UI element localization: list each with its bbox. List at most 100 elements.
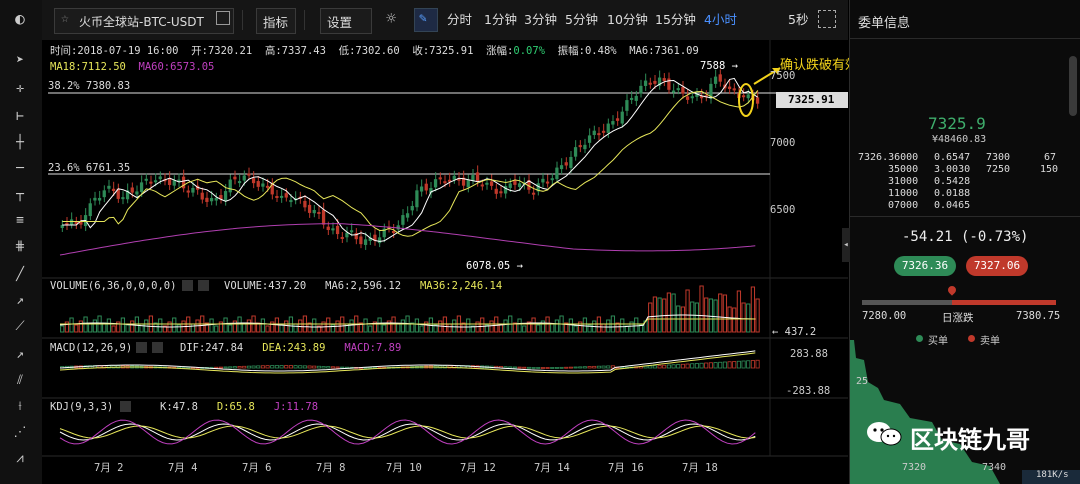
expand-icon[interactable] [216,11,230,25]
fib-icon[interactable]: ⫽ [17,373,23,388]
star-icon[interactable]: ☆ [61,11,69,26]
arrow-line-icon[interactable]: ↗ [16,347,24,362]
candle-body [443,181,447,184]
candle-body [331,228,335,231]
candle-body [317,211,321,214]
interval-tab[interactable]: 10分钟 [607,12,648,27]
gann-icon[interactable]: ⟊ [18,399,22,414]
candle-body [401,215,405,225]
kline-chart[interactable]: 时间:2018-07-19 16:00 开:7320.21 高:7337.43 … [42,40,858,484]
interval-tab-active[interactable]: 4小时 [704,12,737,27]
volume-bar [736,290,742,333]
volume-bar [158,318,163,333]
candle-body [564,162,568,166]
macd-settings-icon[interactable] [136,342,147,353]
parallel-lines-icon[interactable]: ≡ [16,213,24,228]
volume-bar [480,317,485,333]
wechat-icon [866,420,902,448]
macd-bar [666,364,671,369]
date-tick: 7月 18 [682,462,718,474]
volume-bar [755,298,760,333]
fullscreen-icon[interactable] [818,10,836,28]
candle-body [718,74,722,82]
hray-icon[interactable]: ─ [16,161,24,176]
macd-bar [676,364,681,369]
indicators-button[interactable]: 指标 [256,8,296,34]
volume-close-icon[interactable] [198,280,209,291]
cursor-icon[interactable]: ➤ [16,53,24,68]
refresh-rate[interactable]: 5秒 [788,12,809,27]
volume-bar [470,325,476,333]
macd-bar [699,362,704,369]
date-tick: 7月 4 [168,462,198,474]
macd-bar [690,363,695,369]
macd-bar [694,363,699,369]
trend-line-icon[interactable]: ╱ [16,267,24,282]
interval-tab[interactable]: 15分钟 [655,12,696,27]
vline-icon[interactable]: ┬ [16,187,24,202]
draw-pen-icon[interactable]: ✎ [414,8,438,32]
macd-bar [270,365,275,369]
hline-segment-icon[interactable]: ⊢ [16,109,24,124]
buy-legend: 买单 [928,336,948,347]
theme-sun-icon[interactable]: ☼ [386,9,397,29]
candle-body [177,179,181,182]
market-selector[interactable]: ☆ 火币全球站-BTC-USDT [54,8,234,34]
candle-body [620,111,624,124]
volume-bar [578,321,583,333]
interval-tab[interactable]: 1分钟 [484,12,517,27]
range-label: 日涨跌 [942,312,974,324]
drawing-toolbar: ◐ ➤ ✛ ⊢ ┼ ─ ┬ ≡ ⋕ ╱ ↗ ⟋ ↗ ⫽ ⟊ ⋰ ⩘ [0,0,43,484]
high-mark-label: 7588 → [700,60,738,72]
settings-button[interactable]: 设置 [320,8,372,34]
scrollbar[interactable] [1069,56,1077,116]
hline-icon[interactable]: ┼ [16,135,24,150]
candle-body [321,209,326,225]
candle-body [452,175,456,180]
kdj-k-line [59,423,756,441]
collapse-arrow-icon[interactable]: ◂ [842,228,850,262]
crosshair-icon[interactable]: ✛ [16,81,24,96]
interval-tab[interactable]: 3分钟 [524,12,557,27]
fan-icon[interactable]: ⋰ [13,425,27,440]
candle-body [471,175,475,181]
ray-icon[interactable]: ↗ [16,293,24,308]
channel-icon[interactable]: ⋕ [14,239,26,254]
interval-tab[interactable]: 5分钟 [565,12,598,27]
buy-price-pill[interactable]: 7326.36 [894,256,956,276]
sell-price-pill[interactable]: 7327.06 [966,256,1028,276]
interval-tab[interactable]: 分时 [447,12,473,27]
ma60-label: MA60:6573.05 [138,61,215,73]
candle-body [121,197,125,200]
volume-bar [265,325,270,333]
macd-bar [554,367,559,369]
macd-dea: DEA:243.89 [262,342,326,354]
candle-body [503,186,508,194]
volume-bar [699,285,704,333]
macd-bar [223,366,228,369]
volume-bar [377,317,382,333]
volume-bar [312,318,317,333]
order-row: 7326.36000 [858,152,919,163]
volume-settings-icon[interactable] [182,280,193,291]
order-amount: 150 [1040,164,1059,175]
chart-canvas[interactable] [42,40,848,484]
candle-body [709,83,713,99]
volume-bar [172,317,177,333]
candle-body [116,188,120,199]
candle-body [307,204,312,213]
depth-bids-area [850,340,1000,484]
volume-bar [419,325,424,333]
pitchfork-icon[interactable]: ⩘ [16,451,24,466]
candle-body [153,180,158,183]
volume-bar [666,292,672,333]
volume-bar [60,325,65,333]
candle-body [139,182,144,192]
volume-bar [634,317,639,333]
candle-body [79,221,83,225]
segment-icon[interactable]: ⟋ [15,319,25,334]
macd-bar [559,366,564,369]
kdj-settings-icon[interactable] [120,401,131,412]
macd-close-icon[interactable] [152,342,163,353]
time-label: 时间:2018-07-19 16:00 [50,45,179,57]
